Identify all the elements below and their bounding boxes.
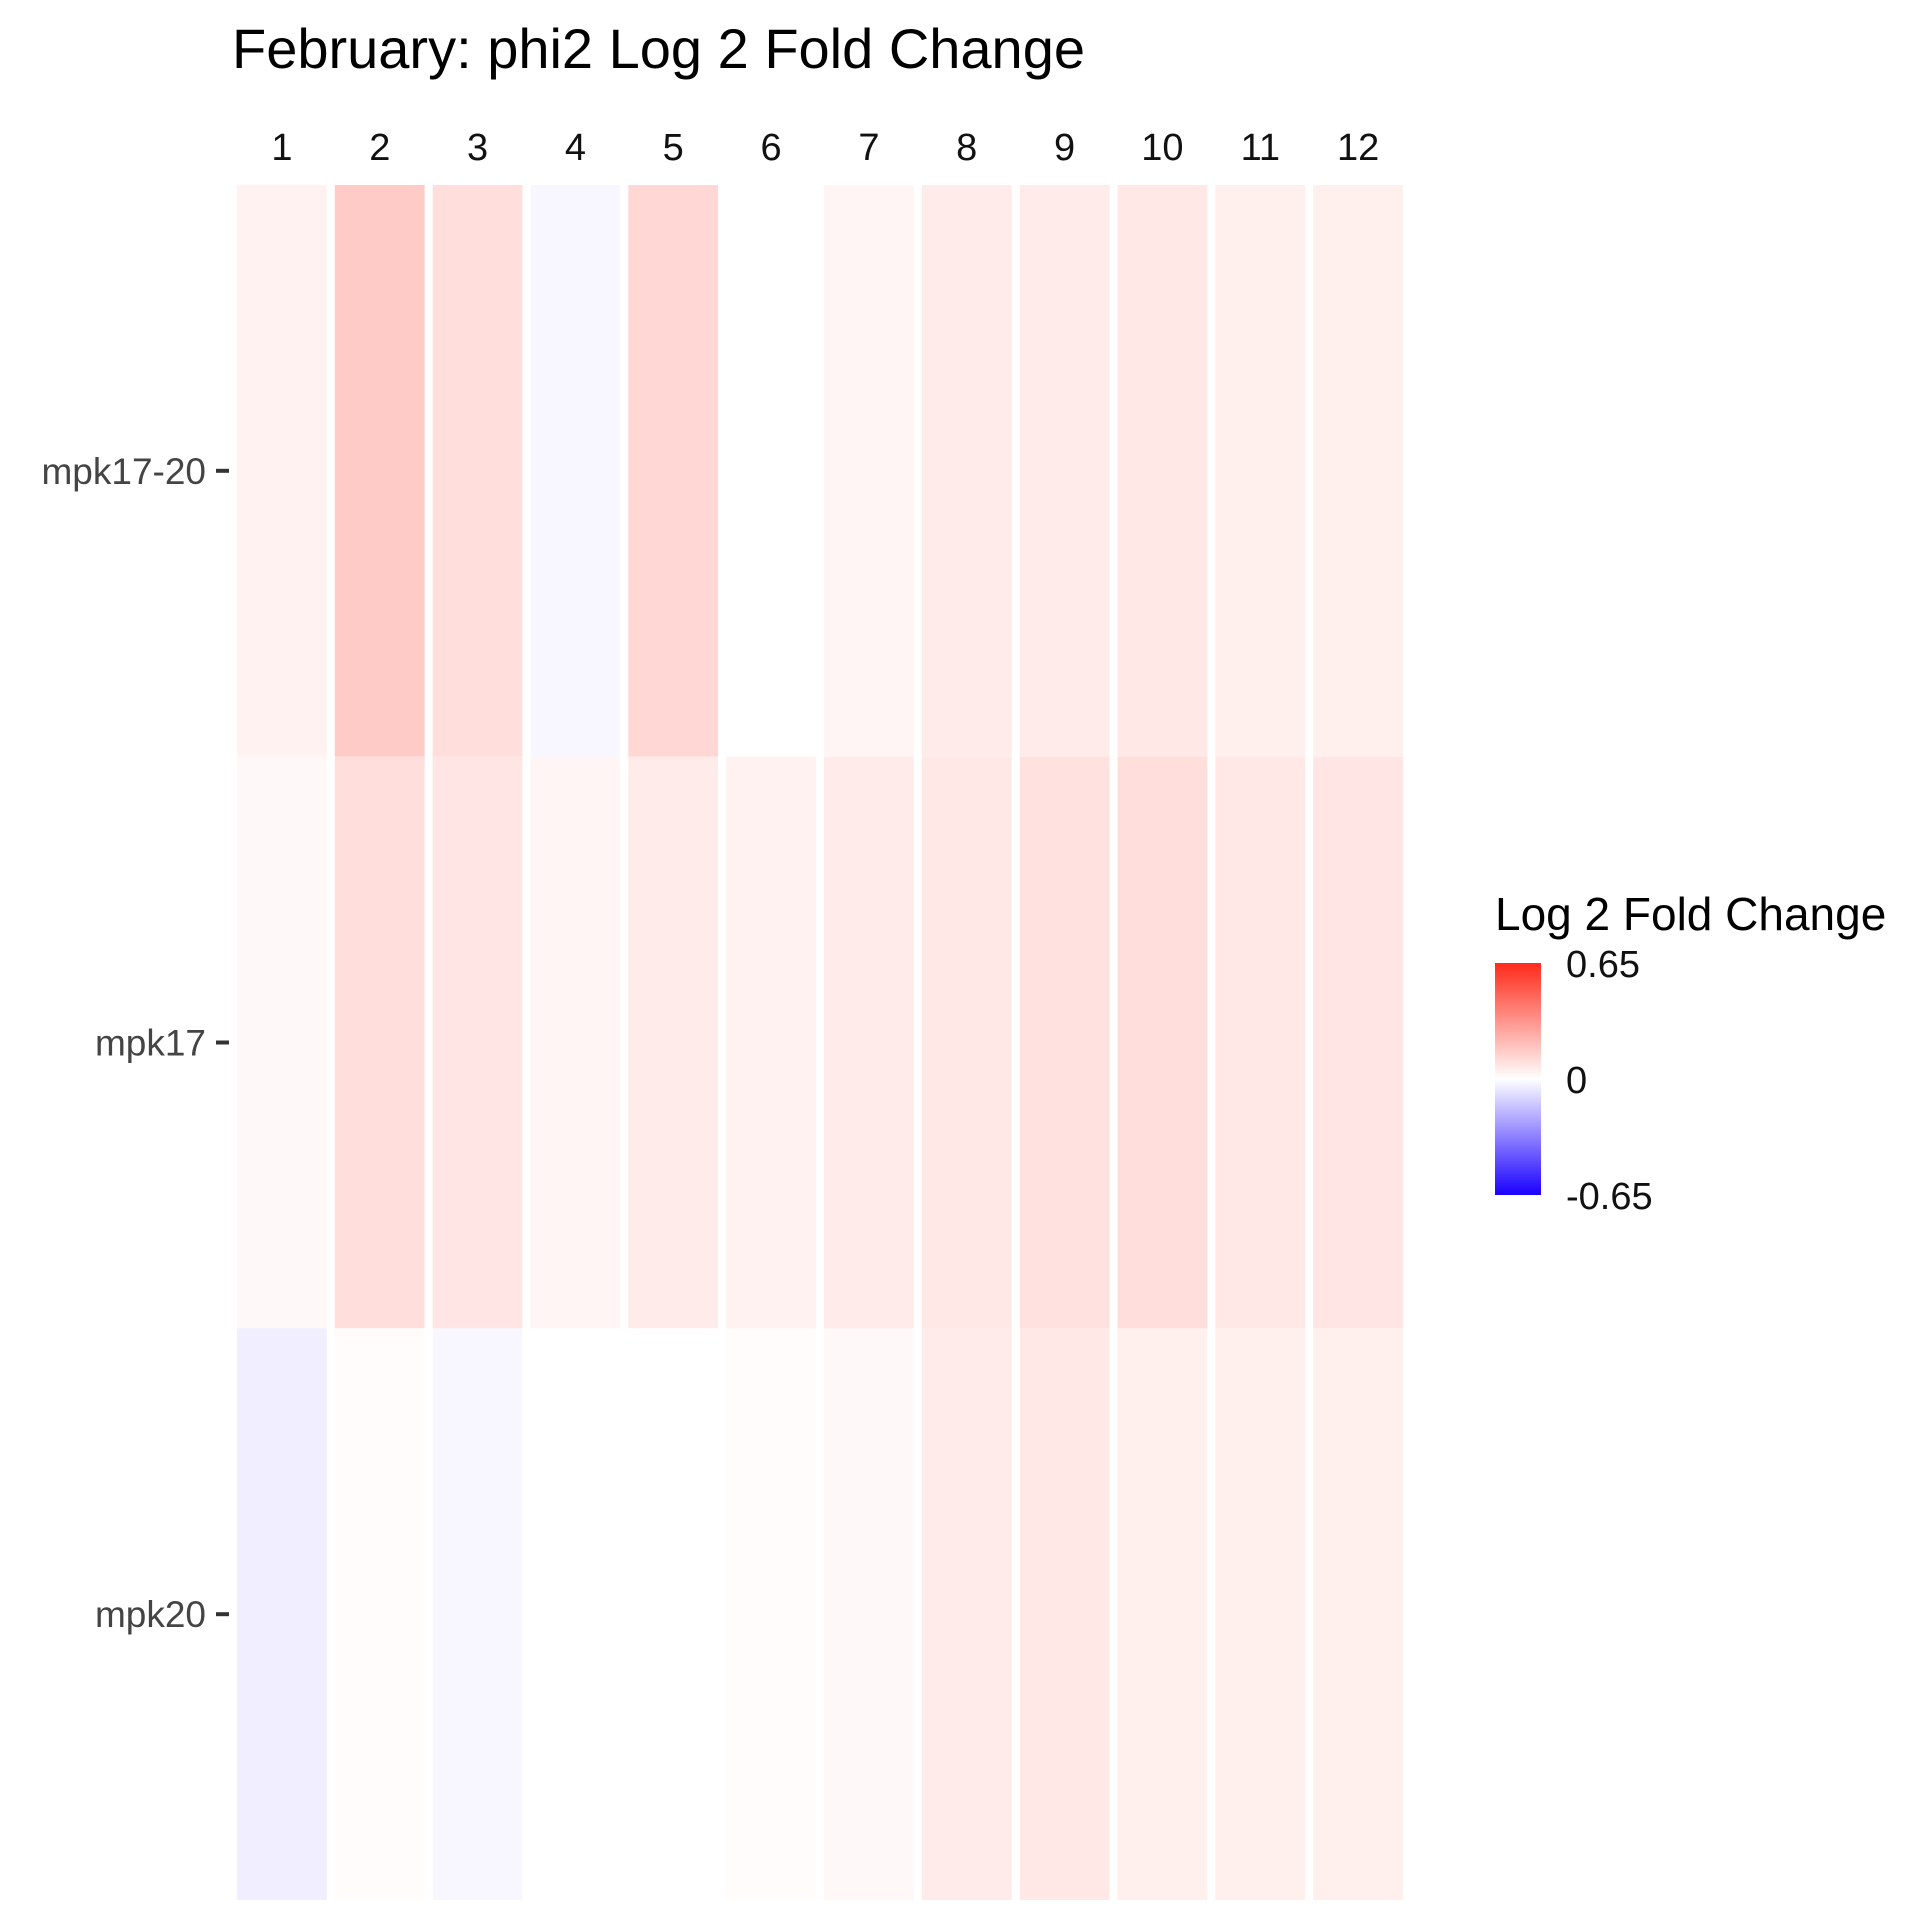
row-label-mpk17: mpk17 xyxy=(95,1023,206,1064)
heatmap-cell-mpk17-6 xyxy=(726,756,816,1329)
heatmap-cell-mpk20-5 xyxy=(628,1328,719,1900)
heatmap-cell-mpk17-3 xyxy=(432,756,523,1329)
heatmap-cell-mpk20-9 xyxy=(1019,1328,1110,1900)
column-label-4: 4 xyxy=(565,127,586,169)
heatmap-cell-mpk17-20-11 xyxy=(1215,185,1306,757)
heatmap-cell-mpk20-2 xyxy=(334,1328,425,1900)
heatmap-cell-mpk17-20-10 xyxy=(1117,185,1208,757)
column-label-7: 7 xyxy=(858,127,879,169)
heatmap-cell-mpk20-4 xyxy=(530,1328,621,1900)
heatmap-cell-mpk17-20-3 xyxy=(432,185,523,757)
column-label-10: 10 xyxy=(1141,127,1183,169)
heatmap-cell-mpk20-7 xyxy=(824,1328,914,1900)
column-label-6: 6 xyxy=(761,127,782,169)
heatmap-cell-mpk17-10 xyxy=(1117,756,1208,1329)
column-label-11: 11 xyxy=(1241,127,1280,169)
heatmap-cell-mpk17-11 xyxy=(1215,756,1306,1329)
heatmap-cell-mpk17-20-4 xyxy=(530,185,621,757)
heatmap-cell-mpk20-12 xyxy=(1313,1328,1403,1900)
heatmap-cell-mpk17-8 xyxy=(921,756,1012,1329)
legend-min-label: -0.65 xyxy=(1566,1176,1653,1218)
heatmap-cell-mpk20-8 xyxy=(921,1328,1012,1900)
heatmap-cell-mpk17-20-7 xyxy=(824,185,914,757)
column-label-8: 8 xyxy=(956,127,977,169)
heatmap-cell-mpk17-20-1 xyxy=(237,185,327,757)
column-label-12: 12 xyxy=(1337,127,1379,169)
heatmap-cell-mpk17-20-2 xyxy=(334,185,425,757)
heatmap-cell-mpk20-3 xyxy=(432,1328,523,1900)
column-label-3: 3 xyxy=(467,127,488,169)
column-label-5: 5 xyxy=(663,127,684,169)
row-labels: mpk17-20 mpk17 mpk20 xyxy=(41,451,229,1635)
heatmap-cell-mpk17-20-8 xyxy=(921,185,1012,757)
heatmap-cell-mpk17-20-9 xyxy=(1019,185,1110,757)
heatmap-cell-mpk17-4 xyxy=(530,756,621,1329)
legend: Log 2 Fold Change 0.65 0 -0.65 xyxy=(1495,888,1886,1218)
heatmap-cell-mpk20-11 xyxy=(1215,1328,1306,1900)
column-labels: 1 2 3 4 5 6 7 8 9 10 11 12 xyxy=(271,127,1379,169)
legend-mid-label: 0 xyxy=(1566,1060,1587,1102)
heatmap-cell-mpk20-6 xyxy=(726,1328,816,1900)
legend-title: Log 2 Fold Change xyxy=(1495,888,1886,940)
chart-title: February: phi2 Log 2 Fold Change xyxy=(232,17,1085,80)
legend-max-label: 0.65 xyxy=(1566,944,1640,986)
column-label-1: 1 xyxy=(271,127,292,169)
heatmap-cell-mpk17-20-5 xyxy=(628,185,719,757)
column-label-9: 9 xyxy=(1054,127,1075,169)
heatmap-cell-mpk17-12 xyxy=(1313,756,1403,1329)
row-label-mpk20: mpk20 xyxy=(95,1594,206,1635)
heatmap-cell-mpk17-7 xyxy=(824,756,914,1329)
heatmap-cell-mpk20-10 xyxy=(1117,1328,1208,1900)
heatmap-cell-mpk17-5 xyxy=(628,756,719,1329)
heatmap-cell-mpk17-2 xyxy=(334,756,425,1329)
heatmap-cell-mpk17-20-6 xyxy=(726,185,816,757)
heatmap-cell-mpk17-9 xyxy=(1019,756,1110,1329)
heatmap-cells xyxy=(237,185,1403,1900)
heatmap-cell-mpk17-1 xyxy=(237,756,327,1329)
column-label-2: 2 xyxy=(369,127,390,169)
heatmap-cell-mpk20-1 xyxy=(237,1328,327,1900)
legend-color-bar xyxy=(1495,963,1541,1195)
heatmap-cell-mpk17-20-12 xyxy=(1313,185,1403,757)
row-label-mpk17-20: mpk17-20 xyxy=(41,451,206,492)
